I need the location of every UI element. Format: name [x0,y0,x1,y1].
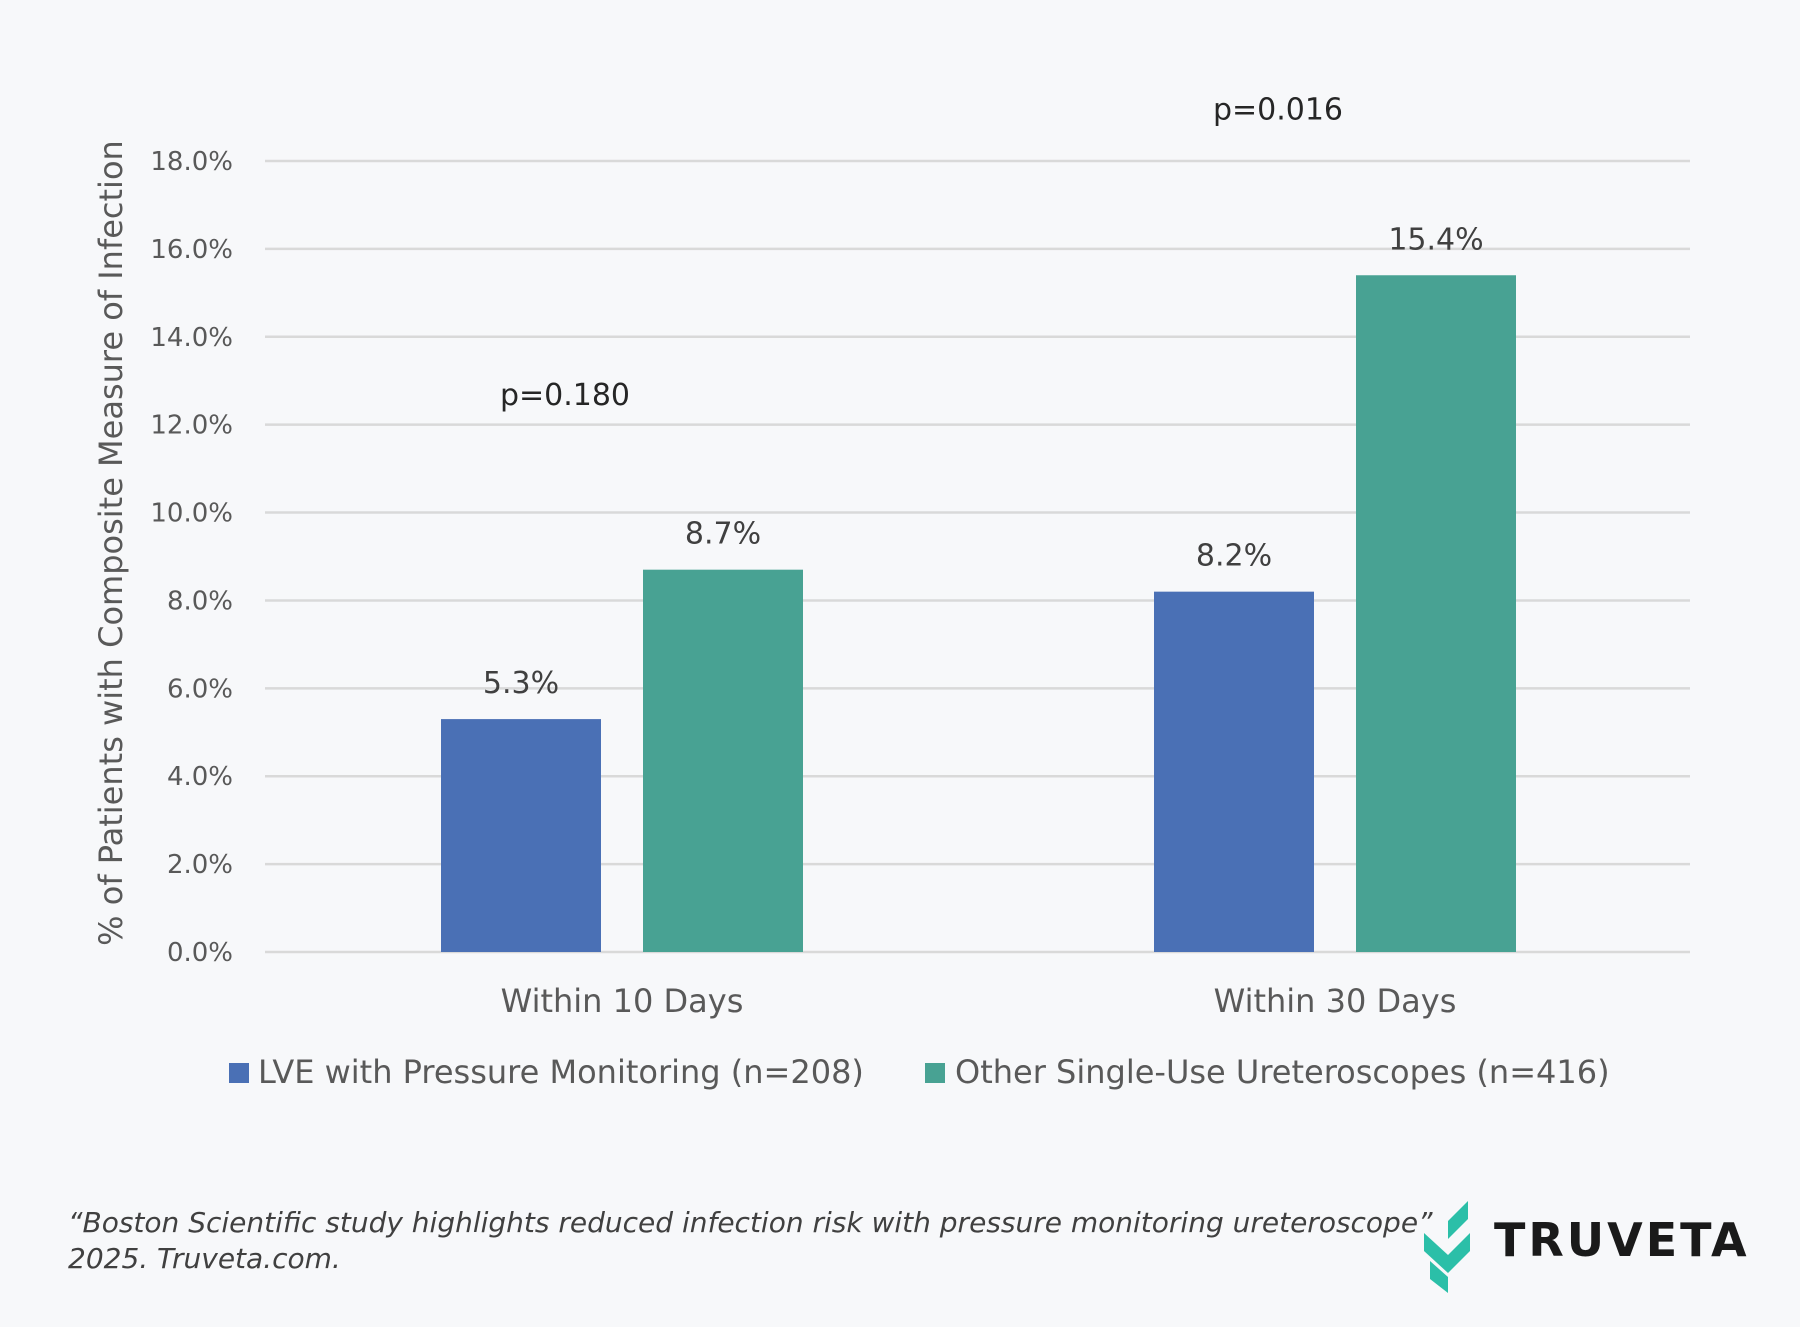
logo-shape [1430,1261,1448,1293]
data-label: 15.4% [1388,222,1483,257]
x-category-label: Within 30 Days [1214,982,1457,1020]
data-label: 5.3% [483,666,559,701]
y-tick-label: 18.0% [150,147,233,177]
legend-label: Other Single-Use Ureteroscopes (n=416) [955,1053,1610,1091]
bar [1154,591,1314,952]
citation-line-2: 2025. Truveta.com. [68,1242,341,1275]
data-label: 8.7% [685,517,761,552]
y-tick-label: 14.0% [150,323,233,353]
logo-wordmark: TRUVETA [1494,1213,1750,1267]
y-tick-label: 6.0% [167,674,233,704]
x-axis-categories: Within 10 Days Within 30 Days [501,982,1457,1020]
citation: “Boston Scientific study highlights redu… [68,1205,1433,1277]
bar [441,719,601,952]
citation-line-1: “Boston Scientific study highlights redu… [68,1206,1433,1239]
legend-label: LVE with Pressure Monitoring (n=208) [258,1053,864,1091]
logo-shape [1448,1201,1468,1239]
x-category-label: Within 10 Days [501,982,744,1020]
bar [1356,275,1516,952]
y-tick-label: 2.0% [167,850,233,880]
y-tick-label: 16.0% [150,235,233,265]
legend-swatch [925,1063,945,1083]
y-axis-label: % of Patients with Composite Measure of … [92,140,130,946]
p-value-annotation: p=0.180 [500,378,630,413]
p-value-annotations: p=0.180 p=0.016 [500,92,1343,413]
y-tick-label: 10.0% [150,499,233,529]
p-value-annotation: p=0.016 [1213,92,1343,127]
bars [441,275,1516,952]
truveta-logo[interactable]: TRUVETA [1418,1193,1748,1293]
bar [643,569,803,952]
y-tick-label: 0.0% [167,938,233,968]
y-axis-ticks: 0.0% 2.0% 4.0% 6.0% 8.0% 10.0% 12.0% 14.0% 16.0%… [150,147,233,968]
data-label: 8.2% [1196,539,1272,574]
logo-shape [1448,1233,1470,1273]
legend-swatch [229,1063,249,1083]
logo-shape [1424,1233,1448,1273]
legend: LVE with Pressure Monitoring (n=208) Othe… [229,1053,1610,1091]
y-tick-label: 12.0% [150,411,233,441]
y-tick-label: 8.0% [167,586,233,616]
data-labels: 5.3% 8.2% 8.7% 15.4% [483,222,1484,701]
truveta-logo-icon [1424,1201,1470,1293]
y-tick-label: 4.0% [167,762,233,792]
